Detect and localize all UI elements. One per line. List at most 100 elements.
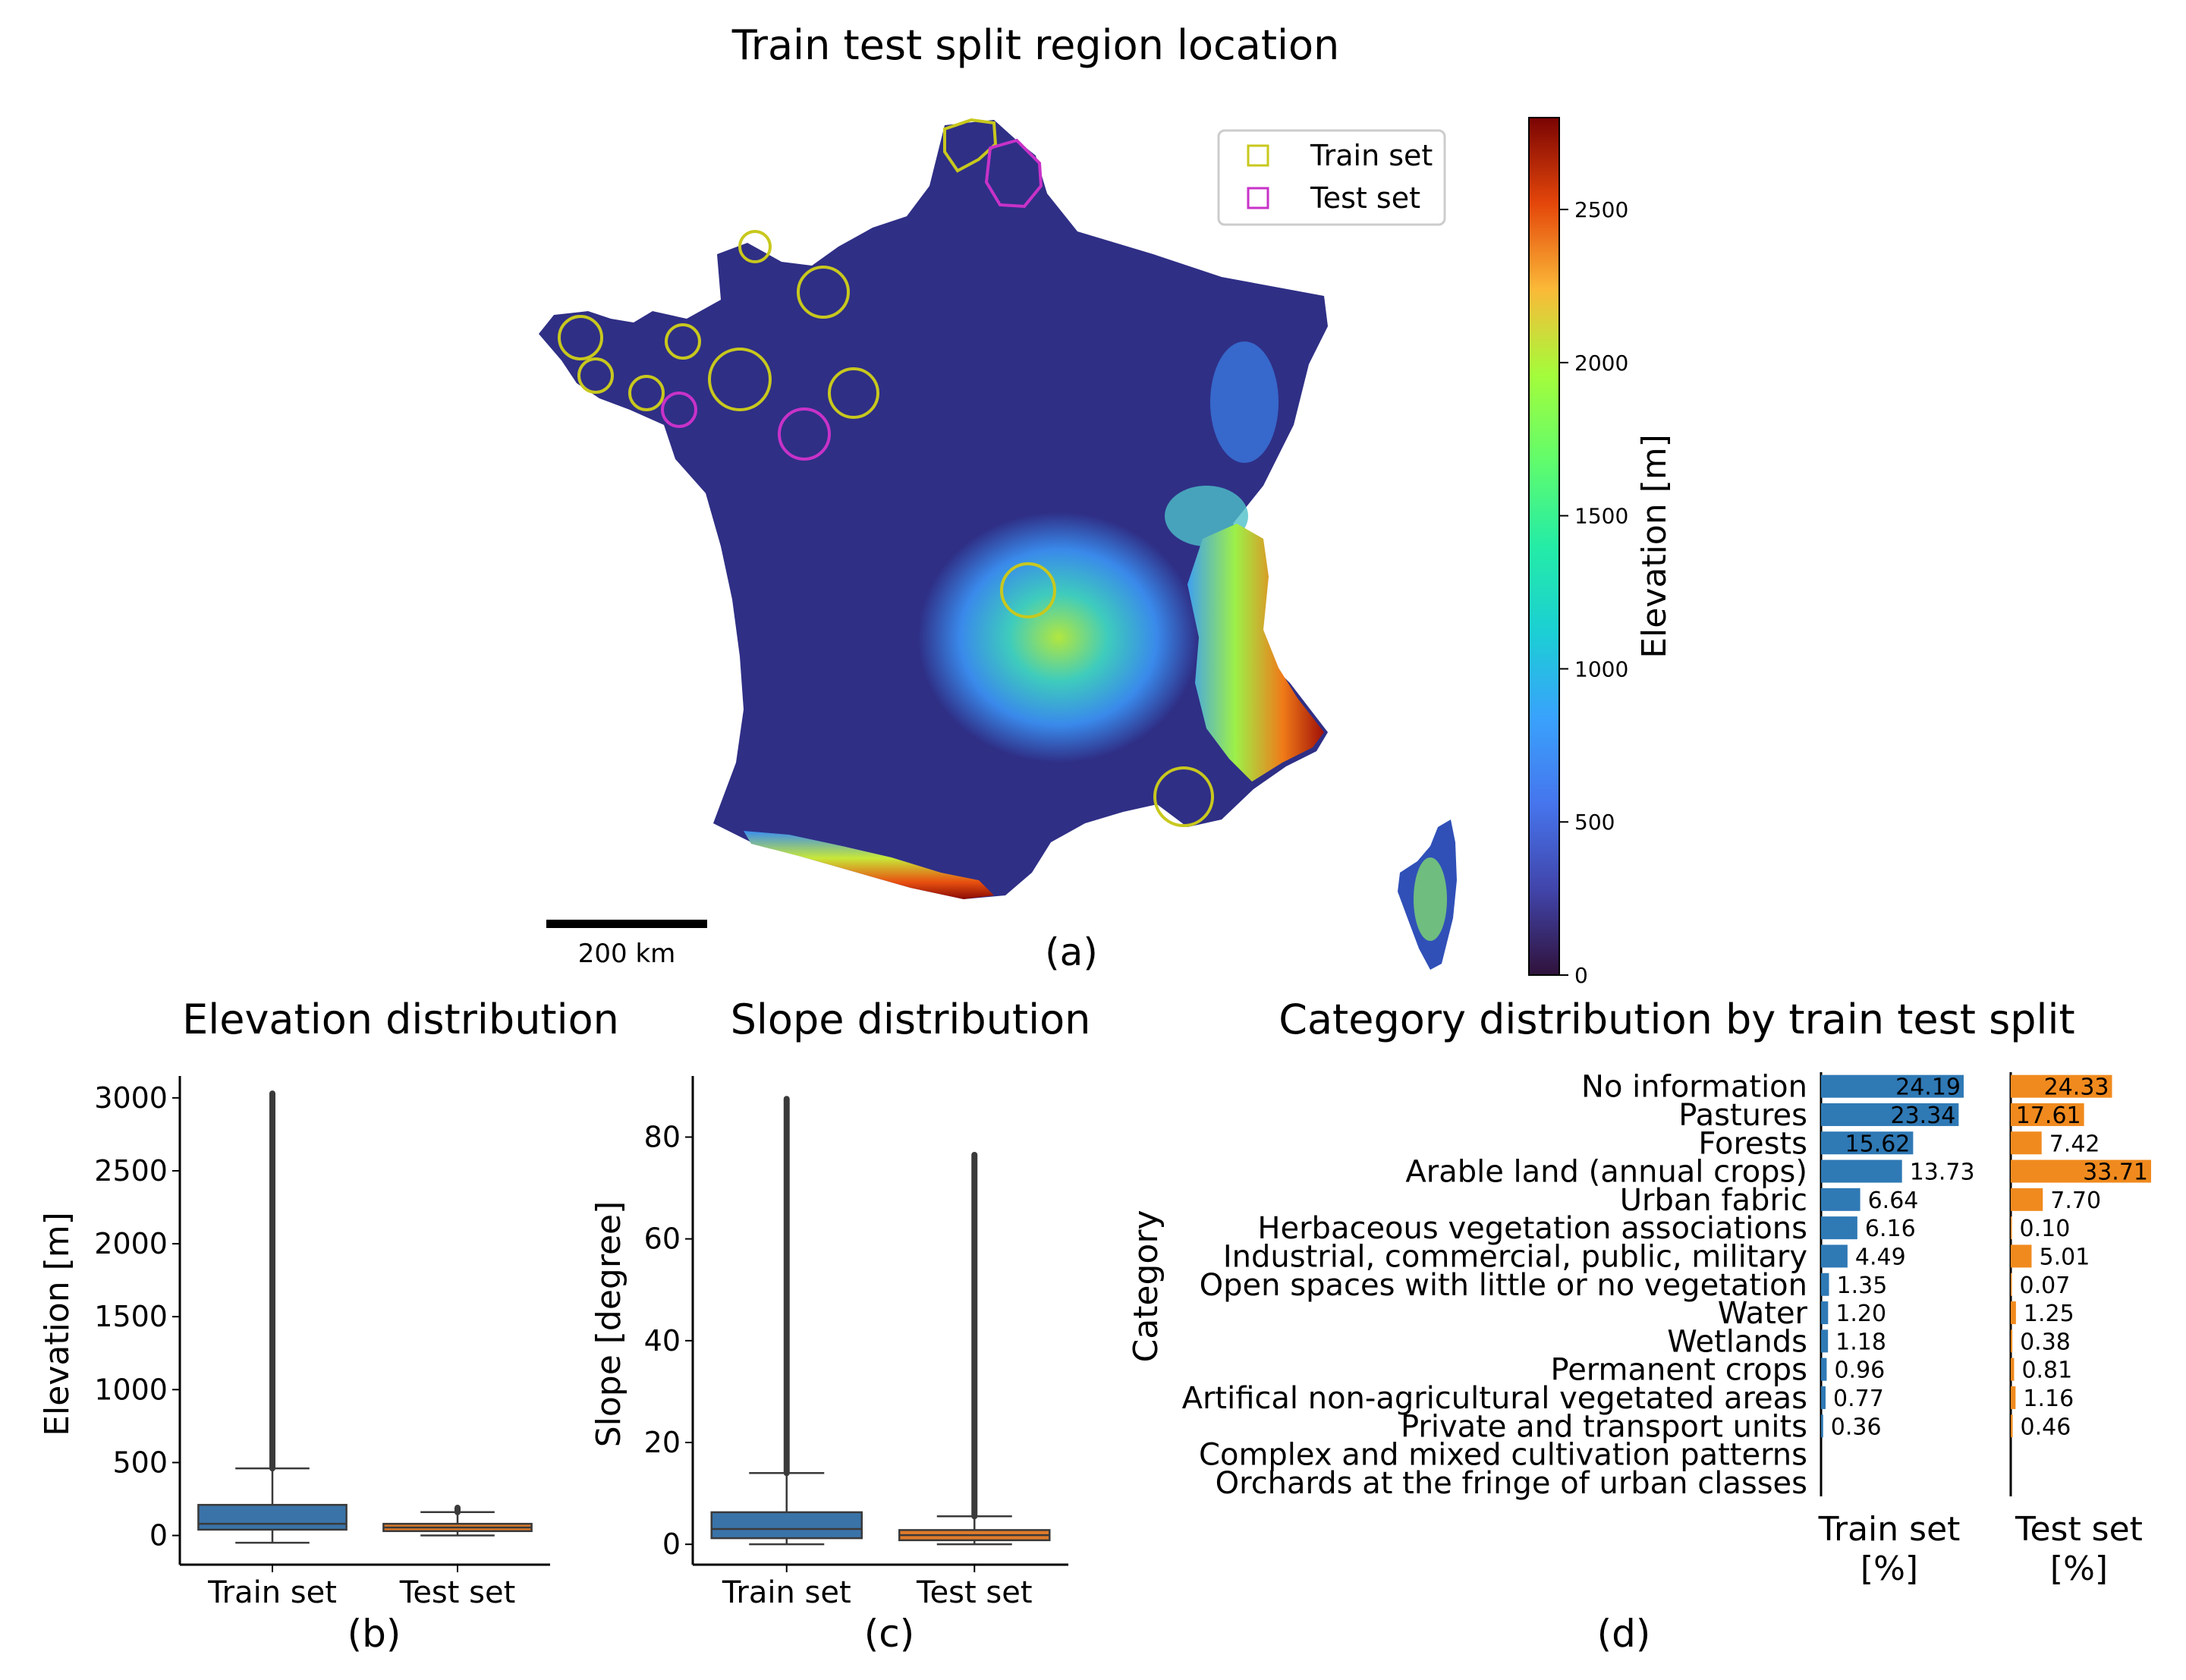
category-ylabel: Category xyxy=(1127,1210,1165,1363)
train-bar xyxy=(1821,1131,1914,1155)
category-label: Urban fabric xyxy=(1620,1183,1807,1218)
train-xlabel-2: [%] xyxy=(1860,1549,1918,1588)
category-label: Industrial, commercial, public, military xyxy=(1223,1239,1807,1274)
y-tick-label: 40 xyxy=(644,1324,681,1358)
scale-bar-label: 200 km xyxy=(578,939,676,969)
train-bar xyxy=(1821,1103,1959,1126)
y-tick-label: 80 xyxy=(644,1121,681,1154)
scale-bar-line xyxy=(546,920,707,928)
x-tick-label: Train set xyxy=(722,1575,851,1610)
test-bar xyxy=(2011,1131,2042,1155)
test-bar-label: 33.71 xyxy=(2083,1159,2148,1186)
category-label: Complex and mixed cultivation patterns xyxy=(1199,1438,1807,1473)
massif-central-relief xyxy=(918,512,1199,763)
test-bar xyxy=(2011,1358,2015,1381)
box-iqr xyxy=(710,1511,863,1540)
y-tick-label: 2000 xyxy=(94,1227,168,1260)
x-tick-label: Train set xyxy=(207,1575,337,1610)
train-bar-label: 24.19 xyxy=(1895,1074,1961,1101)
colorbar-gradient xyxy=(1528,117,1560,976)
train-region xyxy=(738,230,772,263)
train-region xyxy=(797,266,850,319)
category-label: Arable land (annual crops) xyxy=(1405,1155,1807,1190)
train-bar xyxy=(1821,1244,1848,1268)
y-tick-label: 3000 xyxy=(94,1081,168,1115)
slope-title: Slope distribution xyxy=(731,996,1091,1043)
colorbar-tick-label: 1500 xyxy=(1574,504,1628,529)
panel-label-a: (a) xyxy=(1045,930,1098,974)
x-tick-label: Test set xyxy=(399,1575,516,1610)
category-label: Artifical non-agricultural vegetated are… xyxy=(1182,1381,1807,1416)
box-iqr xyxy=(197,1503,348,1531)
test-bar-label: 0.46 xyxy=(2021,1414,2071,1440)
train-bar xyxy=(1821,1273,1829,1296)
colorbar-tick-label: 2500 xyxy=(1574,197,1628,222)
train-bar-label: 4.49 xyxy=(1855,1244,1906,1270)
elevation-title: Elevation distribution xyxy=(182,996,619,1043)
test-bar-label: 7.70 xyxy=(2050,1188,2101,1214)
category-label: Permanent crops xyxy=(1551,1353,1808,1388)
train-bar-label: 13.73 xyxy=(1910,1159,1975,1186)
panel-label-b: (b) xyxy=(348,1612,401,1656)
train-bar xyxy=(1821,1216,1857,1240)
y-tick-label: 1500 xyxy=(94,1300,168,1333)
train-bar-label: 0.96 xyxy=(1834,1358,1885,1384)
train-bar xyxy=(1821,1188,1860,1211)
test-bar-label: 0.38 xyxy=(2020,1329,2071,1355)
scale-bar: 200 km xyxy=(546,920,707,969)
legend-test-label: Test set xyxy=(1310,181,1420,215)
test-region xyxy=(778,407,831,461)
train-regions xyxy=(558,118,1214,827)
test-bar xyxy=(2011,1301,2016,1325)
panel-label-d: (d) xyxy=(1597,1612,1651,1656)
colorbar: 0 500 1000 1500 2000 2500 Elevation [m] xyxy=(1528,117,1674,988)
test-xlabel-1: Test set xyxy=(2015,1510,2143,1549)
train-region xyxy=(708,348,772,411)
train-bar-label: 1.20 xyxy=(1835,1301,1886,1327)
test-bar-label: 1.25 xyxy=(2024,1301,2074,1327)
train-bar-label: 1.18 xyxy=(1835,1329,1886,1355)
legend-frame xyxy=(1217,129,1446,226)
test-bar xyxy=(2011,1386,2016,1409)
colorbar-tick-label: 1000 xyxy=(1574,656,1628,681)
map-legend: Train set Test set xyxy=(1217,129,1446,226)
train-region xyxy=(1153,766,1214,827)
y-tick-label: 0 xyxy=(662,1527,681,1561)
test-bar-label: 1.16 xyxy=(2023,1386,2074,1412)
test-bar xyxy=(2011,1273,2012,1296)
category-label: Water xyxy=(1718,1296,1808,1331)
panel-label-c: (c) xyxy=(864,1612,915,1656)
train-bar-label: 0.36 xyxy=(1831,1414,1882,1440)
legend-train-label: Train set xyxy=(1310,139,1433,172)
test-regions xyxy=(661,138,1043,461)
y-tick-label: 2500 xyxy=(94,1154,168,1188)
slope-boxplot: Slope distribution Slope [degree] (c) 0 2… xyxy=(590,996,1090,1656)
test-bar-label: 5.01 xyxy=(2039,1244,2090,1270)
train-bar-label: 0.77 xyxy=(1833,1386,1884,1412)
train-bar-label: 15.62 xyxy=(1845,1131,1911,1157)
category-label: Open spaces with little or no vegetation xyxy=(1200,1268,1807,1303)
category-label: No information xyxy=(1581,1070,1807,1105)
category-title: Category distribution by train test spli… xyxy=(1279,996,2074,1043)
test-bar xyxy=(2011,1159,2151,1183)
test-bar xyxy=(2011,1244,2032,1268)
test-region xyxy=(984,138,1043,209)
test-bar-label: 0.81 xyxy=(2021,1358,2072,1384)
train-bar xyxy=(1821,1329,1829,1353)
train-region xyxy=(628,375,665,411)
test-bar-label: 24.33 xyxy=(2044,1074,2109,1101)
test-bar xyxy=(2011,1074,2112,1098)
train-region xyxy=(577,357,614,394)
test-region xyxy=(661,392,697,428)
legend-test-swatch xyxy=(1247,187,1269,209)
train-bar xyxy=(1821,1301,1829,1325)
corsica-relief xyxy=(1414,857,1447,941)
train-bar xyxy=(1821,1414,1823,1438)
pyrenees-relief xyxy=(744,831,994,899)
category-label: Orchards at the fringe of urban classes xyxy=(1216,1466,1807,1501)
category-label: Pastures xyxy=(1678,1098,1807,1133)
y-tick-label: 500 xyxy=(112,1446,168,1479)
elevation-ylabel: Elevation [m] xyxy=(38,1212,77,1436)
